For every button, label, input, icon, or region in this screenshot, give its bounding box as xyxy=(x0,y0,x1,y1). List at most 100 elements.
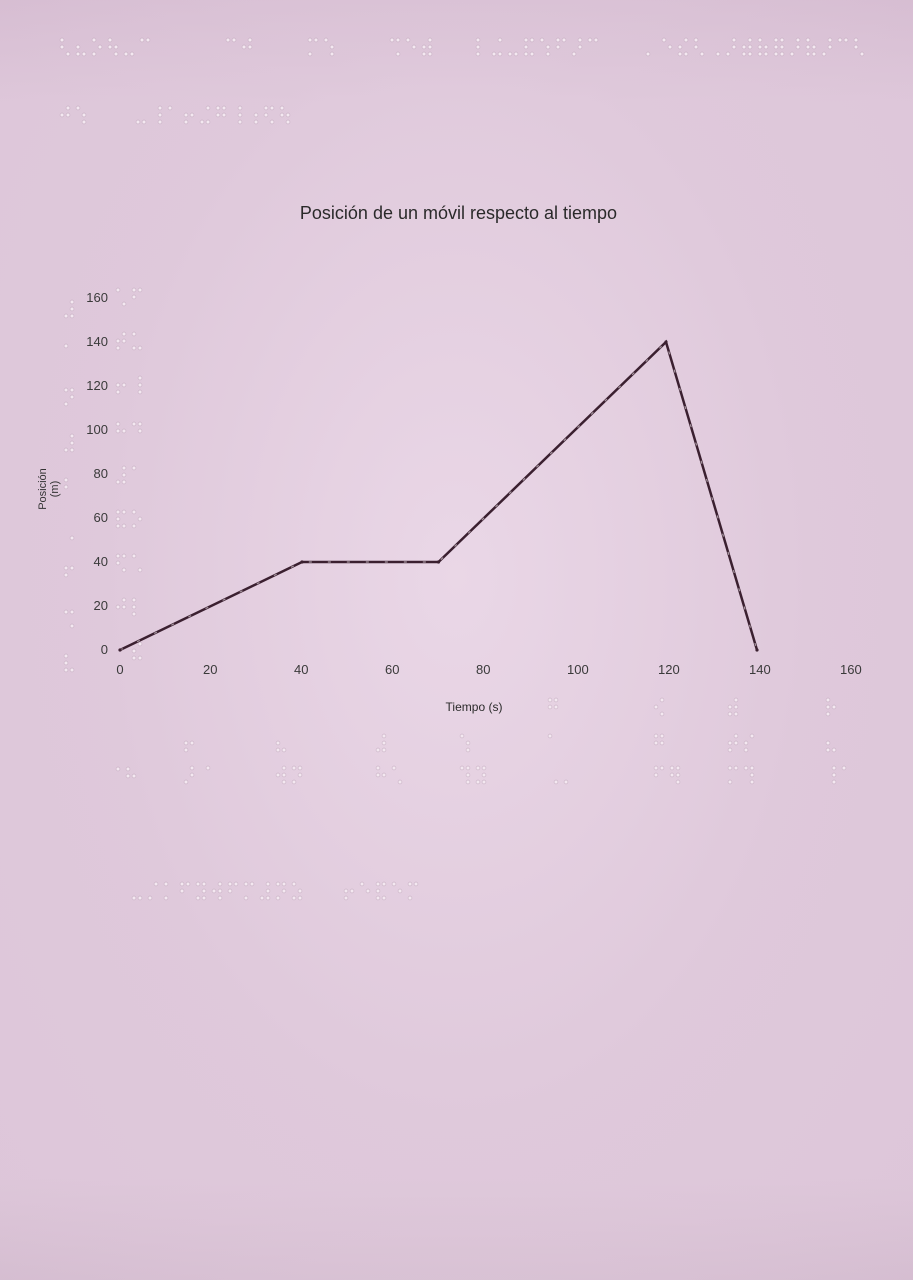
braille-dot xyxy=(297,772,303,778)
braille-dot xyxy=(115,509,121,515)
braille-dot xyxy=(247,37,253,43)
braille-dot xyxy=(513,51,519,57)
braille-dot xyxy=(221,112,227,118)
braille-dot xyxy=(63,667,69,673)
braille-dot xyxy=(205,765,211,771)
braille-dot xyxy=(137,641,143,647)
braille-dot xyxy=(215,105,221,111)
braille-dot xyxy=(279,112,285,118)
braille-dot xyxy=(137,287,143,293)
braille-dot xyxy=(69,387,75,393)
braille-dot xyxy=(291,779,297,785)
braille-dot xyxy=(659,733,665,739)
braille-dot xyxy=(63,447,69,453)
braille-dot xyxy=(59,44,65,50)
braille-dot xyxy=(553,697,559,703)
series-line xyxy=(119,339,759,652)
braille-dot xyxy=(523,44,529,50)
braille-dot xyxy=(69,565,75,571)
braille-dot xyxy=(131,509,137,515)
braille-dot xyxy=(281,772,287,778)
braille-dot xyxy=(743,747,749,753)
braille-dot xyxy=(661,37,667,43)
braille-dot xyxy=(131,604,137,610)
braille-dot xyxy=(69,394,75,400)
braille-dot xyxy=(259,895,265,901)
braille-dot xyxy=(749,733,755,739)
braille-dot xyxy=(545,51,551,57)
braille-dot xyxy=(307,37,313,43)
y-tick-label: 40 xyxy=(94,554,108,569)
braille-dot xyxy=(121,523,127,529)
braille-dot xyxy=(227,881,233,887)
braille-dot xyxy=(507,51,513,57)
braille-dot xyxy=(121,479,127,485)
braille-dot xyxy=(115,382,121,388)
braille-dot xyxy=(131,655,137,661)
braille-dot xyxy=(185,881,191,887)
braille-dot xyxy=(63,653,69,659)
braille-dot xyxy=(131,611,137,617)
braille-dot xyxy=(727,779,733,785)
braille-dot xyxy=(183,112,189,118)
braille-dot xyxy=(375,895,381,901)
braille-dot xyxy=(389,37,395,43)
braille-dot xyxy=(545,44,551,50)
braille-dot xyxy=(221,105,227,111)
braille-dot xyxy=(243,895,249,901)
braille-dot xyxy=(131,773,137,779)
braille-dot xyxy=(763,44,769,50)
braille-dot xyxy=(825,740,831,746)
braille-dot xyxy=(281,881,287,887)
braille-dot xyxy=(329,44,335,50)
braille-dot xyxy=(381,747,387,753)
braille-dot xyxy=(805,37,811,43)
braille-dot xyxy=(131,345,137,351)
braille-dot xyxy=(115,766,121,772)
braille-dot xyxy=(179,888,185,894)
braille-dot xyxy=(211,888,217,894)
braille-dot xyxy=(69,313,75,319)
braille-dot xyxy=(743,740,749,746)
x-tick-label: 160 xyxy=(840,662,862,677)
braille-dot xyxy=(265,895,271,901)
braille-dot xyxy=(427,44,433,50)
braille-dot xyxy=(63,572,69,578)
braille-dot xyxy=(381,895,387,901)
braille-dot xyxy=(65,112,71,118)
braille-dot xyxy=(281,888,287,894)
braille-dot xyxy=(107,37,113,43)
braille-dot xyxy=(107,44,113,50)
braille-dot xyxy=(237,112,243,118)
braille-dot xyxy=(291,881,297,887)
braille-dot xyxy=(121,604,127,610)
braille-dot xyxy=(281,779,287,785)
braille-dot xyxy=(653,733,659,739)
y-tick-label: 120 xyxy=(86,378,108,393)
braille-dot xyxy=(115,389,121,395)
y-tick-label: 80 xyxy=(94,466,108,481)
braille-dot xyxy=(137,382,143,388)
braille-dot xyxy=(523,37,529,43)
braille-dot xyxy=(131,465,137,471)
braille-dot xyxy=(91,37,97,43)
braille-dot xyxy=(115,523,121,529)
braille-dot xyxy=(359,881,365,887)
braille-dot xyxy=(131,523,137,529)
braille-dot xyxy=(343,888,349,894)
braille-dot xyxy=(297,888,303,894)
braille-dot xyxy=(237,105,243,111)
braille-dot xyxy=(763,51,769,57)
braille-dot xyxy=(291,765,297,771)
braille-dot xyxy=(265,881,271,887)
braille-dot xyxy=(121,472,127,478)
braille-dot xyxy=(683,51,689,57)
braille-dot xyxy=(121,338,127,344)
braille-dot xyxy=(733,740,739,746)
data-point xyxy=(436,560,441,564)
braille-dot xyxy=(265,888,271,894)
braille-dot xyxy=(183,747,189,753)
braille-dot xyxy=(491,51,497,57)
braille-dot xyxy=(157,112,163,118)
